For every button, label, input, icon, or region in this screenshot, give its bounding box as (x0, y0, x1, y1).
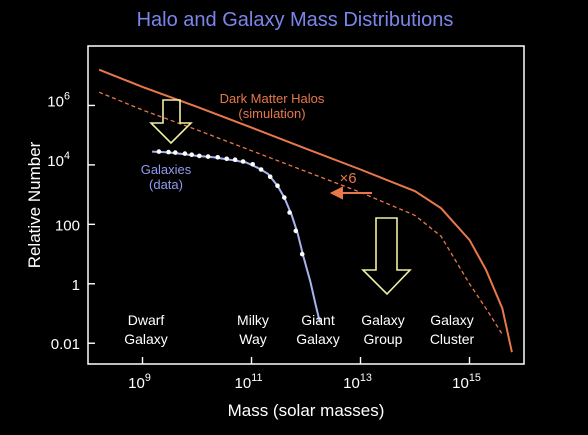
galaxy-data-points (156, 149, 305, 257)
galaxy-data-point (250, 162, 255, 167)
halo-simulation-line (98, 68, 513, 353)
y-axis-label: Relative Number (25, 141, 44, 268)
galaxy-data-point (215, 155, 220, 160)
category-label-line1: Dwarf (128, 312, 165, 328)
tick-label: 106 (47, 90, 70, 110)
galaxy-data-point (258, 167, 264, 172)
category-label-line2: Galaxy (296, 331, 340, 347)
factor-annotation: ×6 (339, 170, 356, 187)
halo-scaled-dashed-line (98, 91, 503, 335)
category-dwarf-galaxy: Dwarf Galaxy (124, 312, 168, 347)
tick-label: 100 (55, 217, 80, 234)
axis-ticks: 109 1011 1013 1015 106 104 100 1 0.01 (47, 90, 481, 392)
galaxy-data-point (173, 150, 178, 155)
category-milky-way: Milky Way (237, 312, 269, 347)
galaxy-data-point (197, 153, 202, 159)
category-label-line2: Cluster (430, 331, 475, 347)
halo-label-line2: (simulation) (238, 106, 305, 121)
galaxy-data-point (232, 157, 238, 162)
galaxy-label-line2: (data) (149, 177, 183, 192)
category-giant-galaxy: Giant Galaxy (296, 312, 340, 347)
category-galaxy-group: Galaxy Group (361, 312, 405, 347)
galaxy-data-point (282, 195, 287, 200)
halo-label-line1: Dark Matter Halos (220, 91, 325, 106)
tick-label: 1011 (235, 372, 263, 392)
category-label-line2: Galaxy (124, 331, 168, 347)
down-arrow-icon-left (149, 99, 193, 145)
galaxy-data-point (224, 156, 229, 162)
galaxy-data-point (166, 149, 171, 155)
galaxy-data-point (189, 152, 194, 157)
galaxy-data-point (287, 210, 292, 215)
galaxy-data-point (267, 174, 273, 179)
tick-label: 1015 (452, 372, 481, 392)
galaxy-data-point (205, 154, 211, 159)
down-arrow-icon-right (361, 217, 412, 296)
galaxy-data-point (156, 149, 162, 154)
galaxy-data-point (299, 251, 305, 257)
galaxy-label-line1: Galaxies (141, 162, 192, 177)
category-galaxy-cluster: Galaxy Cluster (430, 312, 475, 347)
category-label-line1: Giant (301, 312, 335, 328)
category-label-line1: Galaxy (361, 312, 405, 328)
tick-label: 1 (72, 277, 80, 294)
x-axis-label: Mass (solar masses) (228, 401, 385, 420)
chart-title: Halo and Galaxy Mass Distributions (137, 9, 454, 31)
tick-label: 109 (128, 372, 151, 392)
tick-label: 104 (47, 150, 70, 170)
tick-label: 0.01 (51, 336, 80, 353)
galaxy-data-point (275, 183, 280, 188)
category-label-line1: Milky (237, 312, 269, 328)
category-label-line2: Group (364, 331, 403, 347)
galaxy-data-point (182, 151, 188, 156)
galaxy-data-point (240, 159, 246, 164)
tick-label: 1013 (343, 372, 372, 392)
plot-frame (87, 45, 525, 365)
category-label-line1: Galaxy (430, 312, 474, 328)
factor-arrow-icon (329, 186, 372, 200)
category-label-line2: Way (239, 331, 266, 347)
galaxy-data-point (293, 228, 299, 234)
